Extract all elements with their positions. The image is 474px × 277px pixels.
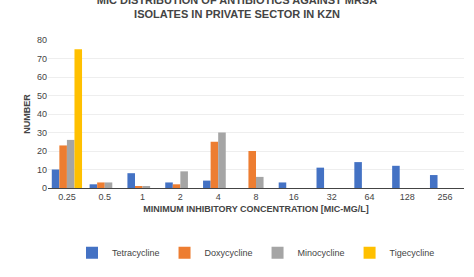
svg-text:20: 20 <box>37 146 47 156</box>
svg-text:MIC DISTRIBUTION OF ANTIBIOTIC: MIC DISTRIBUTION OF ANTIBIOTICS AGAINST … <box>97 0 377 20</box>
svg-text:Minocycline: Minocycline <box>298 248 345 258</box>
svg-text:4: 4 <box>216 192 221 202</box>
svg-text:0: 0 <box>42 183 47 193</box>
svg-text:MINIMUM INHIBITORY CONCENTRATI: MINIMUM INHIBITORY CONCENTRATION [MIC-MG… <box>143 204 369 214</box>
svg-text:256: 256 <box>438 192 453 202</box>
svg-text:128: 128 <box>400 192 415 202</box>
svg-text:40: 40 <box>37 109 47 119</box>
svg-text:64: 64 <box>364 192 374 202</box>
svg-text:10: 10 <box>37 165 47 175</box>
svg-text:0.5: 0.5 <box>98 192 111 202</box>
svg-text:0.25: 0.25 <box>58 192 76 202</box>
svg-text:2: 2 <box>178 192 183 202</box>
svg-text:8: 8 <box>253 192 258 202</box>
svg-text:1: 1 <box>140 192 145 202</box>
svg-text:70: 70 <box>37 54 47 64</box>
svg-text:50: 50 <box>37 91 47 101</box>
svg-text:Doxycycline: Doxycycline <box>205 248 253 258</box>
svg-text:16: 16 <box>289 192 299 202</box>
svg-text:80: 80 <box>37 35 47 45</box>
svg-text:Tetracycline: Tetracycline <box>112 248 160 258</box>
svg-text:60: 60 <box>37 72 47 82</box>
svg-text:30: 30 <box>37 128 47 138</box>
svg-text:32: 32 <box>327 192 337 202</box>
svg-text:Tigecycline: Tigecycline <box>390 248 435 258</box>
svg-text:NUMBER: NUMBER <box>22 94 32 134</box>
